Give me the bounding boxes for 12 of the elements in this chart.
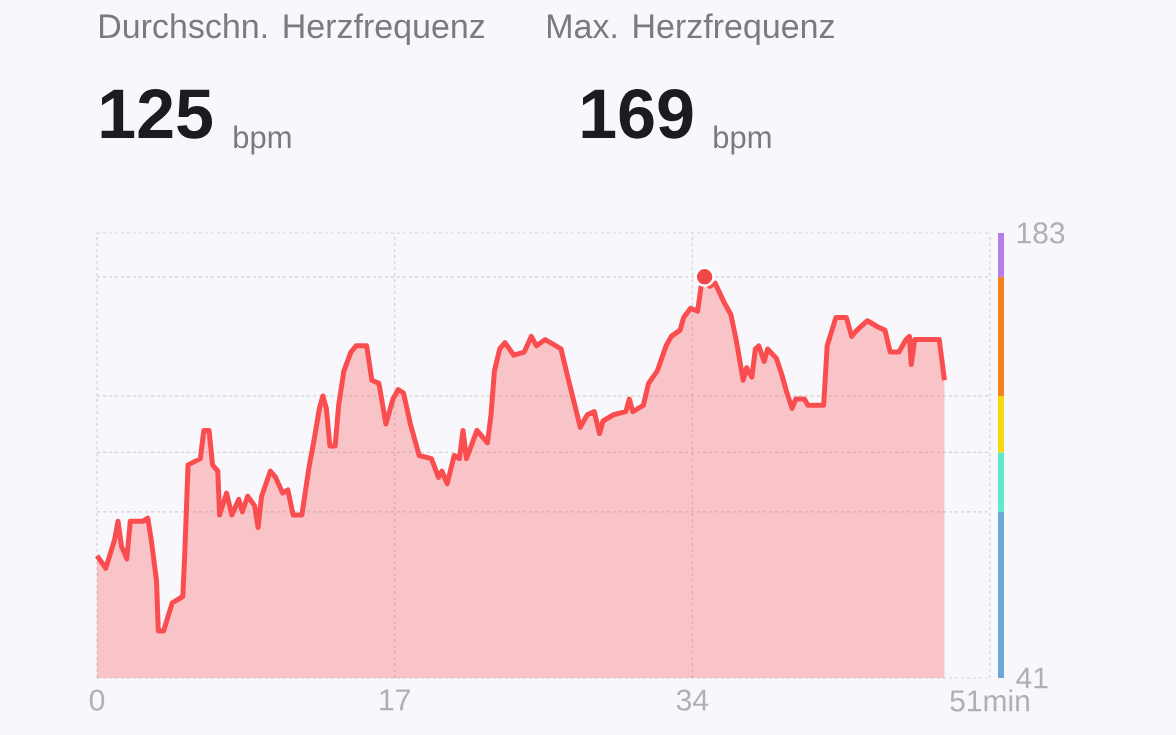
text: Durchschn. Herzfrequenz [100, 13, 485, 46]
text: 169 [582, 89, 693, 139]
text: Max. Herzfrequenz [548, 13, 834, 46]
x-tick-label: 51min [950, 689, 1029, 712]
x-tick-label: 34 [676, 689, 709, 711]
x-tick-label: 17 [380, 689, 410, 711]
text: 125 [101, 89, 213, 139]
text: bpm [714, 125, 771, 155]
y-tick-label: 41 [1016, 667, 1048, 689]
x-tick-label: 0 [89, 689, 105, 711]
y-tick-label: 183 [1017, 222, 1065, 244]
text: bpm [234, 125, 291, 155]
